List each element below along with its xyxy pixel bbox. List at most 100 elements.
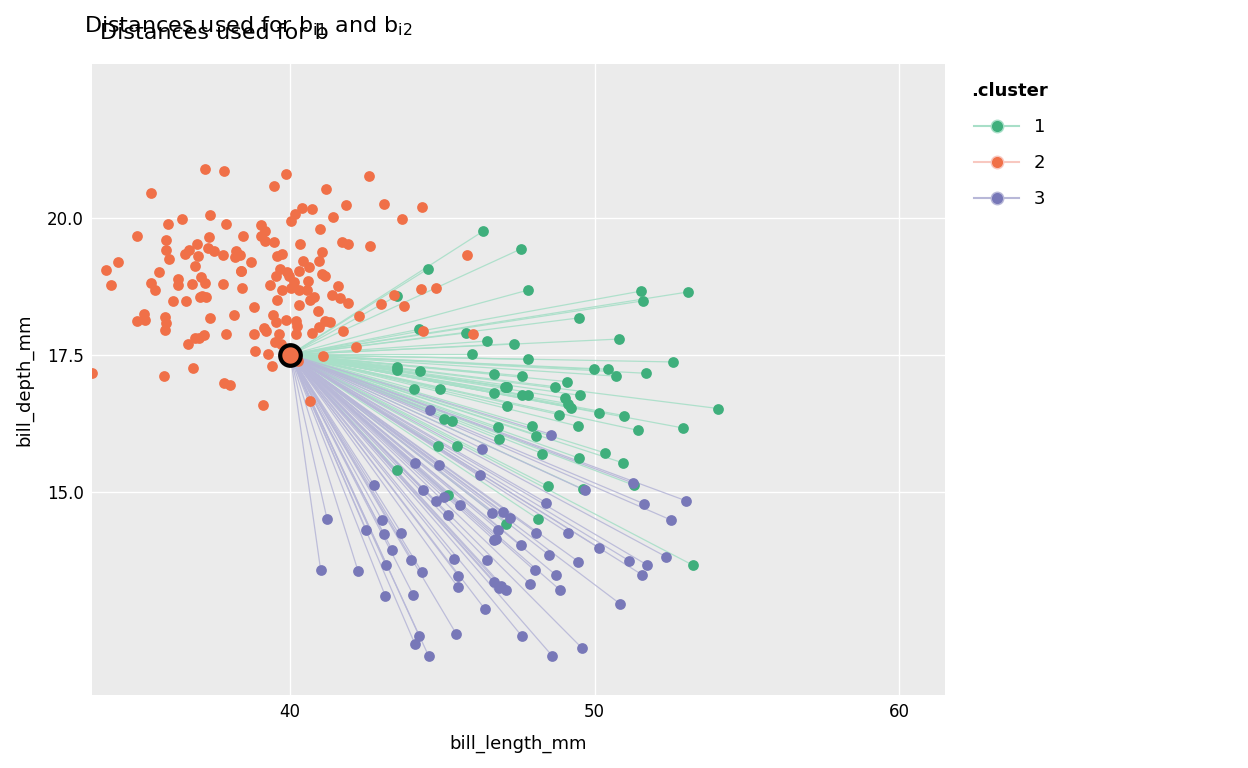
Point xyxy=(213,249,233,261)
Point xyxy=(524,564,544,577)
Point xyxy=(187,238,207,250)
Point xyxy=(266,270,286,282)
Point xyxy=(418,263,438,275)
Point xyxy=(198,242,218,254)
Point xyxy=(314,314,334,326)
Point xyxy=(570,389,590,402)
Point xyxy=(610,598,630,610)
Point xyxy=(449,499,469,511)
Point xyxy=(522,420,542,432)
Point xyxy=(512,389,532,401)
Point xyxy=(260,279,280,291)
Point xyxy=(589,406,609,419)
Point xyxy=(623,477,643,489)
Point xyxy=(477,554,497,566)
Point xyxy=(231,265,251,277)
Point xyxy=(359,170,379,182)
Point xyxy=(372,514,392,526)
Point xyxy=(216,218,236,230)
Point xyxy=(568,420,588,432)
Point xyxy=(251,230,271,242)
Point xyxy=(175,247,195,260)
Point xyxy=(392,527,412,539)
Point xyxy=(489,433,509,445)
Point xyxy=(310,223,329,235)
Point xyxy=(213,377,233,389)
Point xyxy=(589,541,609,554)
Point xyxy=(434,412,454,425)
Point xyxy=(387,360,407,372)
Point xyxy=(545,569,565,581)
Point xyxy=(500,512,520,525)
Point xyxy=(265,180,285,192)
Point xyxy=(428,440,448,452)
Point xyxy=(558,398,578,410)
Point xyxy=(200,230,220,243)
Point xyxy=(307,305,327,317)
Point xyxy=(609,333,629,345)
Point xyxy=(419,404,439,416)
Point xyxy=(457,248,477,260)
Point xyxy=(413,324,433,336)
Point xyxy=(293,254,313,266)
Point xyxy=(226,250,246,263)
Point xyxy=(542,429,562,441)
Point xyxy=(364,479,384,492)
Point xyxy=(167,273,187,285)
Point xyxy=(162,294,182,306)
Point xyxy=(308,255,328,267)
Point xyxy=(444,553,464,565)
Point xyxy=(158,218,178,230)
Point xyxy=(268,328,288,340)
Point xyxy=(313,349,333,362)
Point xyxy=(349,310,369,322)
Point xyxy=(412,283,432,295)
Point xyxy=(518,353,538,366)
Point xyxy=(513,369,533,382)
Point xyxy=(374,198,394,210)
Point xyxy=(569,555,589,568)
Point xyxy=(504,337,524,349)
Point xyxy=(200,312,220,324)
Point xyxy=(280,270,300,283)
Point xyxy=(638,559,658,571)
Point xyxy=(387,363,407,376)
Point xyxy=(255,323,275,335)
Point xyxy=(316,183,336,195)
Point xyxy=(272,284,292,296)
Point xyxy=(323,211,343,223)
Point xyxy=(168,279,188,291)
Point xyxy=(429,459,449,472)
Point xyxy=(311,564,331,577)
Point xyxy=(413,484,433,496)
Point xyxy=(290,284,310,296)
Point xyxy=(387,290,407,302)
Point xyxy=(447,627,467,640)
Point xyxy=(438,489,458,502)
Point xyxy=(286,328,306,340)
Point xyxy=(155,324,175,336)
Point xyxy=(483,507,503,519)
Point xyxy=(497,381,517,393)
Point xyxy=(216,328,236,340)
Point xyxy=(225,309,245,321)
Point xyxy=(205,245,225,257)
Point xyxy=(312,267,332,280)
Point xyxy=(543,650,563,662)
Point xyxy=(384,289,404,301)
Point xyxy=(613,457,633,469)
Point xyxy=(376,591,396,603)
Point xyxy=(178,338,198,350)
Point xyxy=(82,367,102,379)
Point xyxy=(419,650,439,662)
Point xyxy=(221,379,241,392)
Point xyxy=(241,256,261,268)
Point xyxy=(403,588,423,601)
Point xyxy=(348,565,368,578)
Point xyxy=(404,457,424,469)
Point xyxy=(230,249,250,261)
Point xyxy=(190,291,210,303)
Point xyxy=(663,356,683,368)
Point xyxy=(127,230,147,243)
Point xyxy=(336,199,356,211)
